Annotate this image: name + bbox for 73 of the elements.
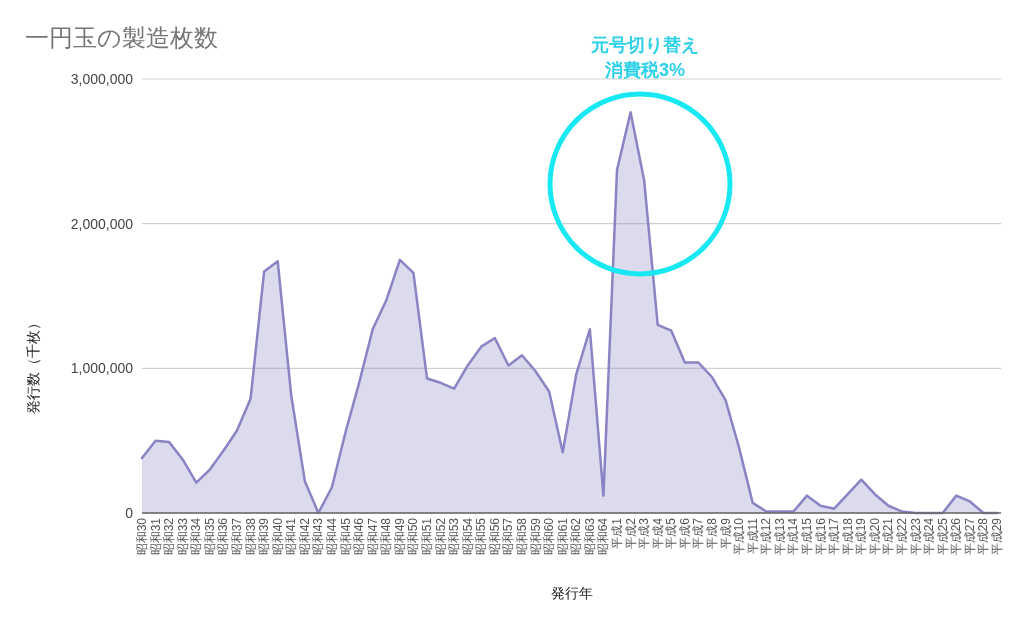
x-tick-label: 平成24 <box>922 517 937 556</box>
x-tick-label: 昭和39 <box>257 517 272 556</box>
x-tick-label: 平成26 <box>949 517 964 556</box>
x-tick-label: 昭和61 <box>555 517 570 556</box>
y-tick-label: 3,000,000 <box>70 71 134 87</box>
x-tick-label: 平成6 <box>677 517 692 549</box>
x-tick-label: 昭和31 <box>148 517 163 556</box>
x-tick-label: 平成16 <box>813 517 828 556</box>
x-tick-label: 昭和52 <box>433 517 448 556</box>
y-tick-label: 2,000,000 <box>70 215 134 232</box>
annotation: 元号切り替え <box>591 35 699 55</box>
x-tick-label: 昭和51 <box>420 517 434 556</box>
x-tick-label: 昭和32 <box>162 517 177 556</box>
x-tick-label: 昭和58 <box>515 517 529 556</box>
y-tick-label: 0 <box>125 505 134 521</box>
y-axis-title: 発行数（千枚） <box>25 316 41 414</box>
x-tick-label: 平成12 <box>759 517 774 556</box>
x-tick-label: 昭和36 <box>216 517 231 556</box>
x-tick-label: 昭和30 <box>135 517 149 556</box>
x-tick-label: 昭和47 <box>365 517 380 556</box>
x-tick-label: 昭和41 <box>284 517 299 556</box>
x-tick-label: 昭和42 <box>297 517 312 556</box>
x-tick-label: 昭和43 <box>311 517 326 556</box>
x-tick-label: 平成13 <box>772 517 787 556</box>
y-tick-label: 1,000,000 <box>70 360 134 377</box>
x-tick-label: 平成21 <box>881 517 896 556</box>
x-tick-label: 平成27 <box>962 517 977 556</box>
x-tick-label: 平成25 <box>935 517 950 556</box>
x-tick-label: 昭和46 <box>352 517 367 556</box>
x-tick-label: 平成10 <box>732 517 747 556</box>
x-tick-label: 平成3 <box>637 517 652 549</box>
x-tick-label: 昭和44 <box>325 517 339 556</box>
x-tick-label: 昭和55 <box>474 517 489 556</box>
x-tick-label: 平成23 <box>908 517 923 556</box>
chart-title: 一円玉の製造枚数 <box>25 24 218 51</box>
x-tick-label: 昭和60 <box>542 517 557 556</box>
x-tick-label: 平成20 <box>867 517 882 556</box>
x-tick-label: 平成18 <box>840 517 855 556</box>
x-tick-label: 平成4 <box>650 517 665 549</box>
x-tick-label: 平成15 <box>800 517 814 556</box>
x-tick-label: 昭和57 <box>501 517 516 556</box>
x-tick-label: 昭和34 <box>189 517 204 556</box>
x-tick-label: 昭和53 <box>447 517 462 556</box>
x-tick-label: 平成1 <box>610 517 624 549</box>
x-tick-label: 昭和56 <box>487 517 502 556</box>
x-tick-label: 昭和54 <box>460 517 475 556</box>
x-tick-label: 昭和50 <box>406 517 421 556</box>
x-tick-label: 昭和48 <box>379 517 394 556</box>
x-tick-label: 昭和62 <box>569 517 584 556</box>
x-tick-label: 昭和45 <box>338 517 353 556</box>
x-tick-label: 平成29 <box>990 517 1004 556</box>
x-tick-label: 平成11 <box>745 517 760 555</box>
x-tick-label: 昭和37 <box>230 517 244 556</box>
x-tick-label: 昭和33 <box>175 517 190 556</box>
x-tick-label: 平成7 <box>691 517 706 549</box>
x-tick-label: 平成22 <box>895 517 909 556</box>
x-axis-title: 発行年 <box>550 585 593 601</box>
x-tick-label: 昭和40 <box>270 517 285 556</box>
x-tick-label: 平成28 <box>976 517 991 556</box>
x-tick-label: 昭和59 <box>528 517 543 556</box>
x-tick-label: 平成8 <box>705 517 719 549</box>
x-tick-label: 平成9 <box>718 517 733 549</box>
x-tick-label: 平成5 <box>664 517 679 549</box>
x-tick-label: 平成17 <box>827 517 842 556</box>
x-tick-label: 平成19 <box>854 517 869 556</box>
x-tick-label: 昭和64 <box>596 517 611 556</box>
x-tick-label: 平成2 <box>623 517 638 549</box>
x-tick-label: 昭和35 <box>202 517 217 556</box>
x-tick-label: 昭和63 <box>582 517 597 556</box>
x-tick-label: 昭和38 <box>243 517 258 556</box>
x-tick-label: 昭和49 <box>392 517 407 556</box>
x-tick-label: 平成14 <box>786 517 801 556</box>
annotation: 消費税3% <box>605 60 685 80</box>
